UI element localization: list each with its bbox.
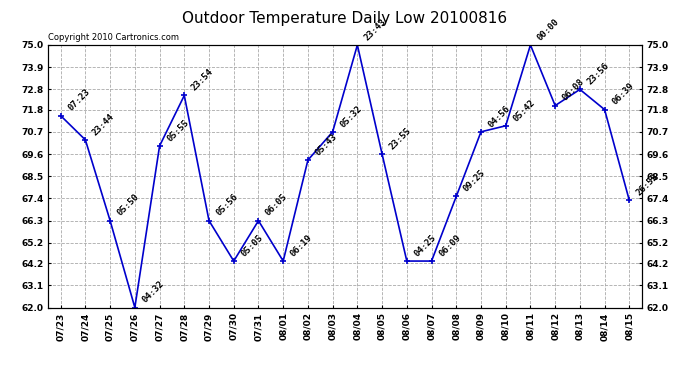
Text: 05:50: 05:50 xyxy=(116,192,141,218)
Text: 23:44: 23:44 xyxy=(91,112,117,137)
Text: Copyright 2010 Cartronics.com: Copyright 2010 Cartronics.com xyxy=(48,33,179,42)
Text: Outdoor Temperature Daily Low 20100816: Outdoor Temperature Daily Low 20100816 xyxy=(182,11,508,26)
Text: 23:56: 23:56 xyxy=(585,61,611,87)
Text: 06:19: 06:19 xyxy=(288,233,314,258)
Text: 04:25: 04:25 xyxy=(413,233,437,258)
Text: 26:53: 26:53 xyxy=(635,172,660,198)
Text: 05:43: 05:43 xyxy=(313,132,339,158)
Text: 05:56: 05:56 xyxy=(215,192,240,218)
Text: 06:05: 06:05 xyxy=(264,192,289,218)
Text: 04:56: 04:56 xyxy=(486,104,512,129)
Text: 04:32: 04:32 xyxy=(140,279,166,305)
Text: 05:42: 05:42 xyxy=(511,98,537,123)
Text: 05:32: 05:32 xyxy=(338,104,364,129)
Text: 00:00: 00:00 xyxy=(536,17,562,42)
Text: 23:54: 23:54 xyxy=(190,68,215,93)
Text: 06:08: 06:08 xyxy=(561,77,586,103)
Text: 09:25: 09:25 xyxy=(462,168,487,194)
Text: 23:43: 23:43 xyxy=(363,17,388,42)
Text: 07:23: 07:23 xyxy=(66,87,92,113)
Text: 05:55: 05:55 xyxy=(165,118,190,143)
Text: 05:05: 05:05 xyxy=(239,233,265,258)
Text: 06:39: 06:39 xyxy=(610,81,635,107)
Text: 06:09: 06:09 xyxy=(437,233,462,258)
Text: 23:55: 23:55 xyxy=(388,126,413,151)
